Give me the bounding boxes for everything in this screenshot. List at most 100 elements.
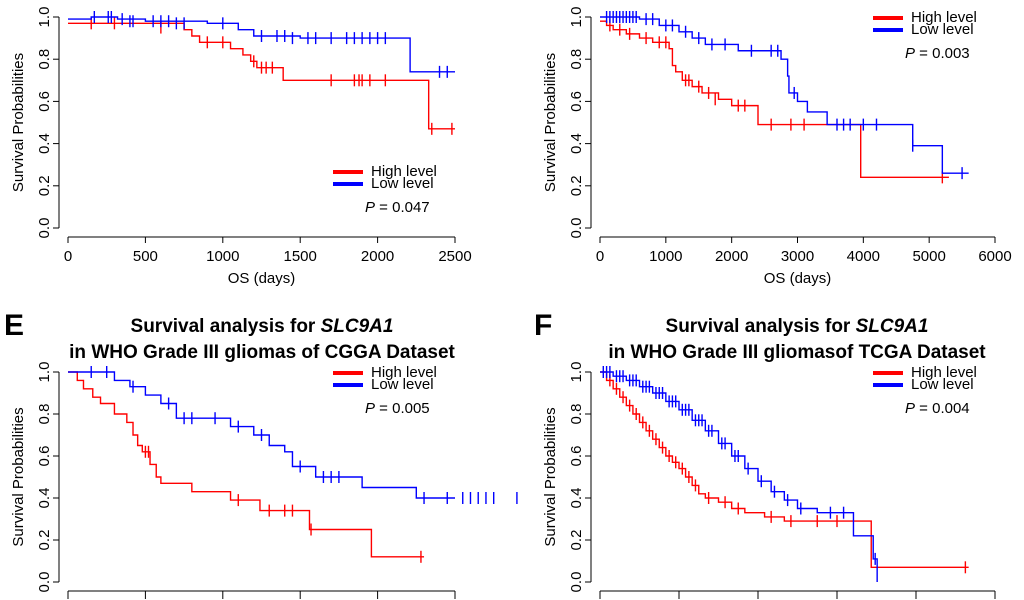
- p-value: P = 0.003: [905, 45, 970, 62]
- y-tick-label: 0.6: [568, 446, 585, 467]
- y-axis: 0.0 0.2 0.4 0.6 0.8 1.0 Survival Probabilities: [10, 362, 60, 592]
- x-axis: 0 500 1000 1500 2000 2500 OS (days): [64, 236, 472, 287]
- y-axis: 0.0 0.2 0.4 0.6 0.8 1.0 Survival Probabilities: [542, 7, 592, 239]
- title-text: Survival analysis for: [131, 316, 321, 337]
- p-value-number: = 0.004: [915, 400, 970, 417]
- p-value-number: = 0.047: [375, 199, 430, 216]
- x-tick-label: 6000: [978, 248, 1011, 265]
- km-panel-2: 0.0 0.2 0.4 0.6 0.8 1.0 Survival Probabilities…: [542, 7, 1012, 287]
- legend-label: Low level: [911, 21, 974, 38]
- title-text: in WHO Grade III gliomasof TCGA Dataset: [608, 342, 986, 363]
- y-tick-label: 1.0: [568, 7, 585, 28]
- y-axis-title: Survival Probabilities: [10, 407, 27, 546]
- series-high-level: [600, 19, 949, 184]
- chart-title-line: Survival analysis for SLC9A1: [131, 316, 394, 337]
- y-axis-title: Survival Probabilities: [542, 53, 559, 192]
- gene-name: SLC9A1: [856, 316, 929, 337]
- x-tick-label: 1500: [284, 248, 317, 265]
- legend-label: Low level: [371, 175, 434, 192]
- p-value-label: P: [905, 400, 915, 417]
- p-value: P = 0.004: [905, 400, 970, 417]
- survival-curve: [68, 22, 455, 130]
- x-tick-label: 1000: [649, 248, 682, 265]
- survival-curve: [600, 16, 969, 174]
- chart-title-line: in WHO Grade III gliomas of CGGA Dataset: [69, 342, 455, 363]
- panel-label: E: [4, 309, 24, 342]
- y-tick-label: 0.2: [568, 530, 585, 551]
- p-value-label: P: [905, 45, 915, 62]
- survival-curve: [68, 371, 425, 558]
- y-tick-label: 0.0: [36, 218, 53, 239]
- km-panel-1: 0.0 0.2 0.4 0.6 0.8 1.0 Survival Probabilities…: [10, 7, 472, 287]
- y-tick-label: 0.4: [36, 133, 53, 154]
- series-high-level: [68, 17, 455, 135]
- title-text: in WHO Grade III gliomas of CGGA Dataset: [69, 342, 455, 363]
- y-tick-label: 0.4: [568, 488, 585, 509]
- x-axis-title: OS (days): [764, 270, 832, 287]
- y-tick-label: 0.2: [36, 530, 53, 551]
- p-value-label: P: [365, 400, 375, 417]
- km-panel-3: E Survival analysis for SLC9A1 in WHO Grad…: [4, 309, 518, 599]
- gene-name: SLC9A1: [321, 316, 394, 337]
- y-tick-label: 0.8: [36, 404, 53, 425]
- x-tick-label: 5000: [912, 248, 945, 265]
- y-tick-label: 0.2: [36, 175, 53, 196]
- survival-curve: [600, 20, 949, 179]
- x-tick-label: 0: [64, 248, 72, 265]
- p-value-number: = 0.005: [375, 400, 430, 417]
- y-tick-label: 0.6: [36, 446, 53, 467]
- p-value: P = 0.047: [365, 199, 430, 216]
- y-tick-label: 0.8: [568, 404, 585, 425]
- y-tick-label: 0.0: [568, 572, 585, 593]
- y-tick-label: 0.4: [568, 133, 585, 154]
- chart-title-line: Survival analysis for SLC9A1: [666, 316, 929, 337]
- y-tick-label: 0.2: [568, 175, 585, 196]
- y-tick-label: 0.8: [36, 49, 53, 70]
- series-low-level: [68, 366, 518, 504]
- title-text: Survival analysis for: [666, 316, 856, 337]
- p-value: P = 0.005: [365, 400, 430, 417]
- series-low-level: [600, 366, 878, 582]
- x-tick-label: 3000: [781, 248, 814, 265]
- x-axis-title: OS (days): [228, 270, 296, 287]
- legend-label: Low level: [371, 376, 434, 393]
- y-tick-label: 0.0: [568, 218, 585, 239]
- series-low-level: [600, 11, 969, 180]
- legend-label: High level: [371, 163, 437, 180]
- legend-label: Low level: [911, 376, 974, 393]
- survival-curve: [600, 371, 878, 582]
- p-value-number: = 0.003: [915, 45, 970, 62]
- series-low-level: [68, 11, 455, 78]
- x-tick-label: 2000: [361, 248, 394, 265]
- survival-curve: [600, 371, 969, 568]
- y-tick-label: 0.4: [36, 488, 53, 509]
- panel-label: F: [534, 309, 552, 342]
- series-high-level: [68, 371, 425, 563]
- y-axis-title: Survival Probabilities: [10, 53, 27, 192]
- x-tick-label: 1000: [206, 248, 239, 265]
- x-tick-label: 2500: [438, 248, 471, 265]
- x-axis: [599, 590, 996, 599]
- y-tick-label: 1.0: [36, 362, 53, 383]
- p-value-label: P: [365, 199, 375, 216]
- legend-label: High level: [911, 364, 977, 381]
- y-tick-label: 0.8: [568, 49, 585, 70]
- x-axis: [67, 590, 456, 599]
- y-tick-label: 0.6: [36, 91, 53, 112]
- x-axis: 0 1000 2000 3000 4000 5000 6000 OS (days): [596, 236, 1012, 287]
- y-tick-label: 1.0: [36, 7, 53, 28]
- x-tick-label: 4000: [847, 248, 880, 265]
- x-tick-label: 500: [133, 248, 158, 265]
- legend-label: High level: [371, 364, 437, 381]
- series-high-level: [600, 371, 969, 574]
- x-tick-label: 0: [596, 248, 604, 265]
- y-tick-label: 0.6: [568, 91, 585, 112]
- x-tick-label: 2000: [715, 248, 748, 265]
- chart-title-line: in WHO Grade III gliomasof TCGA Dataset: [608, 342, 986, 363]
- survival-curve: [68, 371, 455, 499]
